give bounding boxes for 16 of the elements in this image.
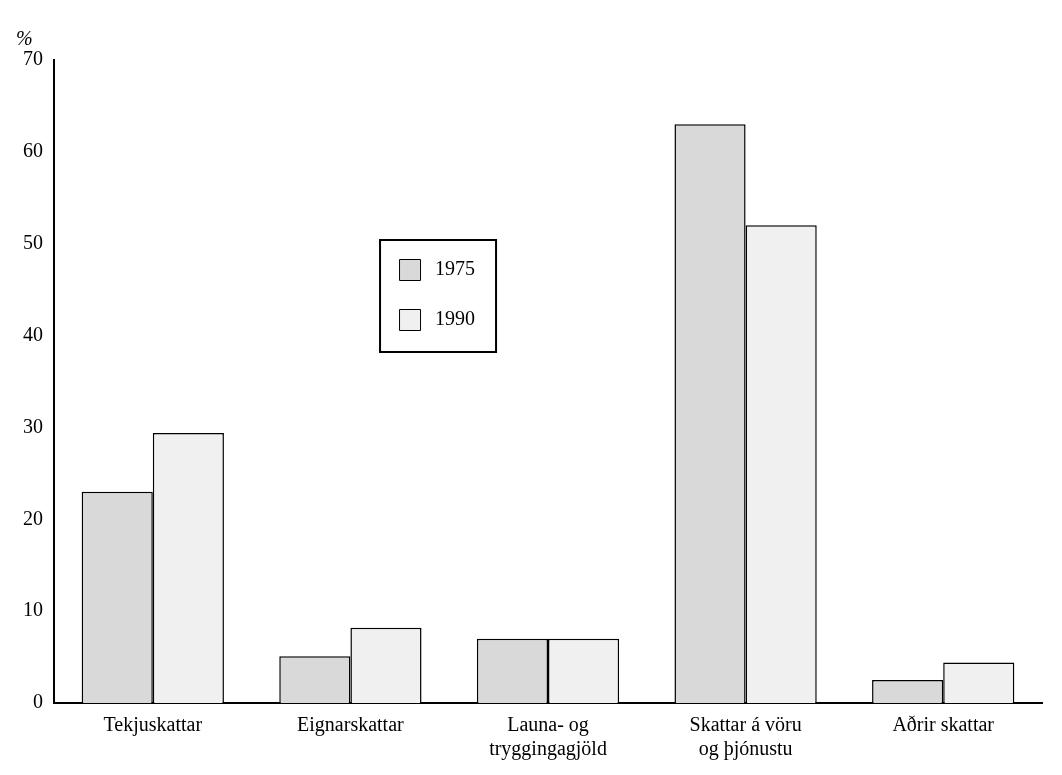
y-tick-label: 10 xyxy=(23,598,43,621)
y-tick-label: 60 xyxy=(23,139,43,162)
y-tick-label: 50 xyxy=(23,230,43,253)
y-tick-label: 30 xyxy=(23,414,43,437)
y-tick-label: 40 xyxy=(23,322,43,345)
x-tick-label: Eignarskattar xyxy=(297,713,405,737)
y-axis-title: % xyxy=(16,27,33,50)
y-tick-label: 70 xyxy=(23,47,43,70)
legend-label: 1975 xyxy=(435,257,476,280)
legend-label: 1990 xyxy=(435,307,476,330)
y-tick-label: 20 xyxy=(23,506,43,529)
x-tick-label: Launa- og tryggingagjöld xyxy=(489,713,607,761)
x-tick-label: Tekjuskattar xyxy=(103,713,203,737)
x-tick-label: Aðrir skattar xyxy=(892,713,995,736)
y-tick-label: 0 xyxy=(33,690,43,713)
x-tick-label: Skattar á vöru og þjónustu xyxy=(689,713,802,761)
